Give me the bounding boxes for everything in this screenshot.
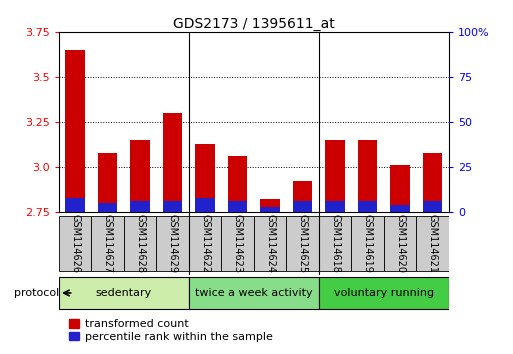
- Text: GSM114622: GSM114622: [200, 214, 210, 273]
- Bar: [189, 216, 222, 271]
- Bar: [66, 50, 85, 212]
- Bar: [286, 216, 319, 271]
- Bar: [91, 216, 124, 271]
- Bar: [358, 140, 378, 212]
- Bar: [423, 201, 442, 212]
- Bar: [195, 198, 215, 212]
- Legend: transformed count, percentile rank within the sample: transformed count, percentile rank withi…: [65, 315, 277, 346]
- Bar: [228, 156, 247, 212]
- Text: GSM114627: GSM114627: [103, 214, 113, 273]
- Text: GSM114618: GSM114618: [330, 214, 340, 273]
- Text: sedentary: sedentary: [96, 288, 152, 298]
- Text: GSM114621: GSM114621: [428, 214, 438, 273]
- Bar: [189, 277, 319, 309]
- Bar: [325, 201, 345, 212]
- Bar: [163, 201, 183, 212]
- Bar: [124, 216, 156, 271]
- Text: GSM114620: GSM114620: [395, 214, 405, 273]
- Text: GSM114628: GSM114628: [135, 214, 145, 273]
- Bar: [351, 216, 384, 271]
- Text: twice a week activity: twice a week activity: [195, 288, 313, 298]
- Bar: [228, 201, 247, 212]
- Bar: [390, 165, 410, 212]
- Bar: [384, 216, 417, 271]
- Bar: [59, 277, 189, 309]
- Bar: [319, 277, 449, 309]
- Bar: [98, 153, 117, 212]
- Bar: [319, 216, 351, 271]
- Bar: [163, 113, 183, 212]
- Text: GSM114623: GSM114623: [233, 214, 243, 273]
- Bar: [261, 199, 280, 212]
- Text: GSM114626: GSM114626: [70, 214, 80, 273]
- Bar: [293, 201, 312, 212]
- Bar: [417, 216, 449, 271]
- Text: GSM114625: GSM114625: [298, 214, 308, 273]
- Bar: [293, 181, 312, 212]
- Bar: [222, 216, 254, 271]
- Bar: [130, 140, 150, 212]
- Bar: [195, 143, 215, 212]
- Text: GSM114629: GSM114629: [168, 214, 177, 273]
- Bar: [390, 205, 410, 212]
- Text: voluntary running: voluntary running: [334, 288, 434, 298]
- Bar: [156, 216, 189, 271]
- Bar: [130, 201, 150, 212]
- Title: GDS2173 / 1395611_at: GDS2173 / 1395611_at: [173, 17, 335, 31]
- Bar: [66, 198, 85, 212]
- Bar: [261, 206, 280, 212]
- Text: GSM114624: GSM114624: [265, 214, 275, 273]
- Bar: [59, 216, 91, 271]
- Bar: [325, 140, 345, 212]
- Bar: [98, 203, 117, 212]
- Bar: [423, 153, 442, 212]
- Text: GSM114619: GSM114619: [363, 214, 372, 273]
- Text: protocol: protocol: [14, 288, 59, 298]
- Bar: [358, 201, 378, 212]
- Bar: [254, 216, 286, 271]
